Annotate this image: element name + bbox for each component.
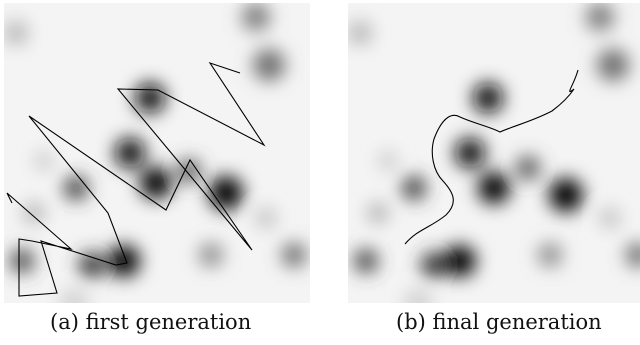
panel-final-generation — [348, 3, 640, 303]
density-map-final-generation — [348, 3, 640, 303]
map-background — [4, 3, 310, 303]
obstacle-blobs — [348, 3, 640, 303]
map-background — [348, 3, 640, 303]
panel-first-generation — [4, 3, 310, 303]
obstacle-blobs — [4, 3, 306, 303]
path-first-generation — [6, 61, 266, 297]
path-final-generation — [404, 69, 579, 245]
caption-first-generation: (a) first generation — [50, 310, 252, 334]
caption-final-generation: (b) final generation — [396, 310, 602, 334]
density-map-first-generation — [4, 3, 310, 303]
